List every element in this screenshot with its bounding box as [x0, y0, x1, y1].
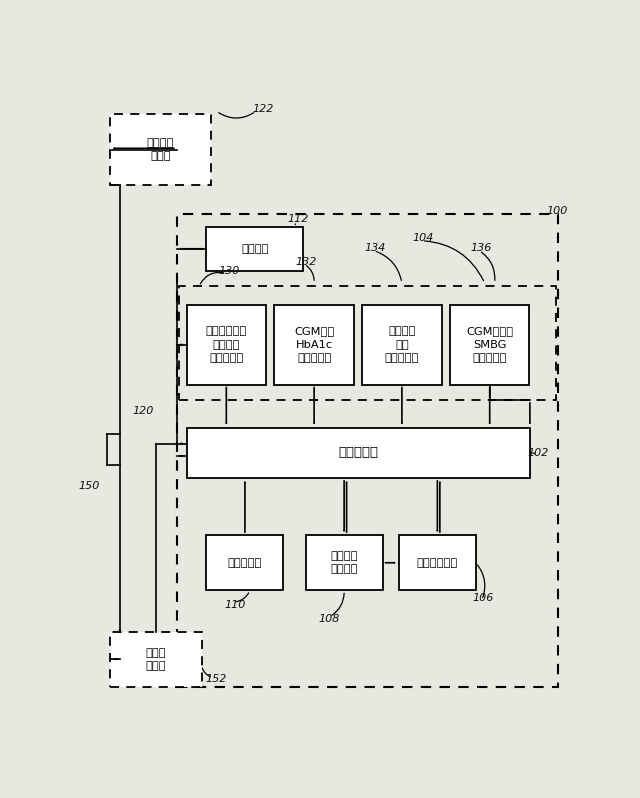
Text: 110: 110 — [224, 599, 245, 610]
Bar — [179, 286, 556, 400]
Text: 122: 122 — [253, 105, 274, 114]
Text: 120: 120 — [132, 406, 154, 416]
Text: タッチス
クリーン: タッチス クリーン — [330, 551, 358, 575]
Bar — [177, 214, 557, 687]
Text: 130: 130 — [218, 266, 239, 276]
Bar — [187, 428, 530, 478]
Text: CGM分析、
SMBG
プログラム: CGM分析、 SMBG プログラム — [466, 326, 513, 363]
Bar — [275, 305, 354, 385]
Text: 152: 152 — [205, 674, 227, 685]
Text: 血糖値
センサ: 血糖値 センサ — [145, 648, 166, 671]
Text: 150: 150 — [79, 481, 100, 491]
Bar — [362, 305, 442, 385]
Bar — [110, 631, 202, 687]
Text: 血糖管理
確率
プログラム: 血糖管理 確率 プログラム — [385, 326, 419, 363]
Text: 136: 136 — [470, 243, 492, 253]
Text: キーボード: キーボード — [228, 558, 262, 567]
Text: 106: 106 — [472, 593, 493, 602]
Bar — [450, 305, 529, 385]
Bar — [110, 114, 211, 185]
Text: プロセッサ: プロセッサ — [339, 446, 378, 460]
Text: 104: 104 — [413, 233, 434, 243]
Text: CGM及び
HbA1c
プログラム: CGM及び HbA1c プログラム — [294, 326, 334, 363]
Bar — [399, 535, 476, 591]
Text: リモート
サーバ: リモート サーバ — [147, 138, 174, 161]
Text: 102: 102 — [527, 448, 549, 458]
Text: 132: 132 — [295, 257, 316, 267]
Bar — [207, 535, 284, 591]
Text: ディスプレイ: ディスプレイ — [417, 558, 458, 567]
Bar — [187, 305, 266, 385]
Text: 100: 100 — [547, 206, 568, 216]
Text: 112: 112 — [287, 214, 309, 223]
Text: 108: 108 — [319, 614, 340, 624]
Bar — [306, 535, 383, 591]
Text: コントロール
グリッド
プログラム: コントロール グリッド プログラム — [205, 326, 247, 363]
Text: プリンタ: プリンタ — [241, 243, 269, 254]
Bar — [207, 227, 303, 271]
Text: 134: 134 — [364, 243, 386, 253]
